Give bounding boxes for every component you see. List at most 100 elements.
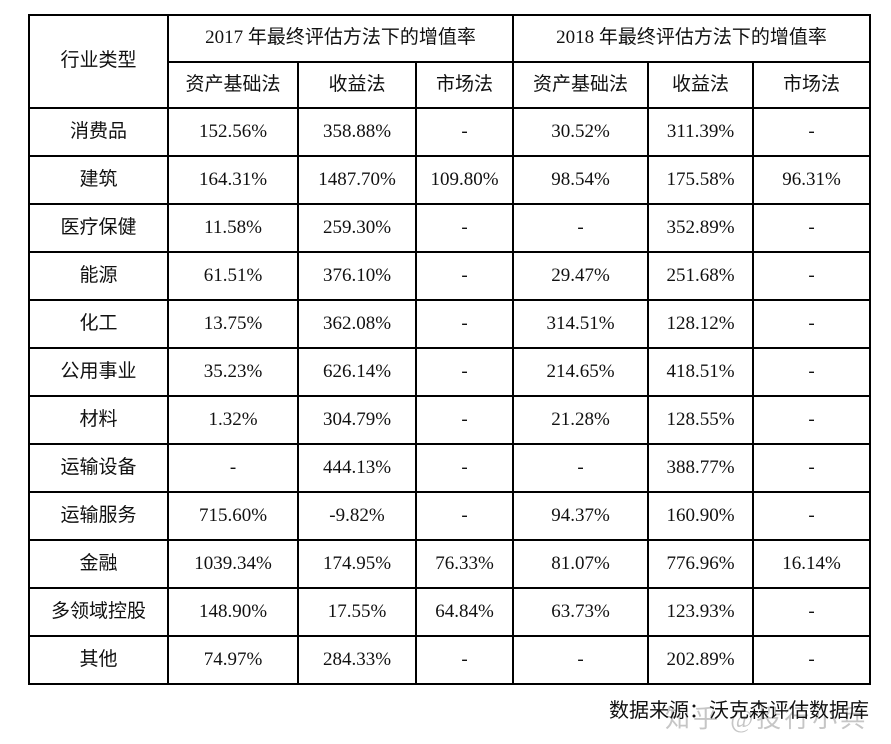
value-cell: - xyxy=(752,299,871,349)
value-cell: 362.08% xyxy=(297,299,417,349)
table-row: 运输服务 715.60% -9.82% -94.37% 160.90% - xyxy=(28,491,871,541)
header-row-years: 行业类型 2017 年最终评估方法下的增值率 2018 年最终评估方法下的增值率 xyxy=(28,14,871,109)
table-row: 材料 1.32% 304.79% -21.28% 128.55% - xyxy=(28,395,871,445)
value-cell: 35.23% xyxy=(167,347,299,397)
value-cell: 352.89% xyxy=(647,203,754,253)
value-cell: 418.51% xyxy=(647,347,754,397)
value-cell: 76.33% xyxy=(415,539,514,589)
method-header-market-2018: 市场法 xyxy=(752,61,871,109)
value-cell: - xyxy=(512,443,649,493)
value-cell: 160.90% xyxy=(647,491,754,541)
industry-cell: 化工 xyxy=(28,299,169,349)
industry-cell: 能源 xyxy=(28,251,169,301)
table-body: 消费品 152.56% 358.88% -30.52% 311.39% - 建筑 164.31… xyxy=(28,107,871,685)
value-cell: - xyxy=(752,347,871,397)
value-cell: - xyxy=(415,491,514,541)
value-cell: 251.68% xyxy=(647,251,754,301)
value-cell: 96.31% xyxy=(752,155,871,205)
value-cell: 376.10% xyxy=(297,251,417,301)
value-cell: 388.77% xyxy=(647,443,754,493)
header-row-methods: 资产基础法 收益法 市场法 资产基础法 收益法 市场法 xyxy=(29,61,871,109)
value-cell: 17.55% xyxy=(297,587,417,637)
industry-cell: 公用事业 xyxy=(28,347,169,397)
value-cell: 311.39% xyxy=(647,107,754,157)
table-row: 化工 13.75% 362.08% -314.51% 128.12% - xyxy=(28,299,871,349)
industry-cell: 运输服务 xyxy=(28,491,169,541)
year-2018-header: 2018 年最终评估方法下的增值率 xyxy=(512,14,871,63)
value-cell: 174.95% xyxy=(297,539,417,589)
value-cell: - xyxy=(752,203,871,253)
value-cell: - xyxy=(512,635,649,685)
data-source-note: 数据来源：沃克森评估数据库 xyxy=(609,700,869,722)
value-cell: 259.30% xyxy=(297,203,417,253)
table-row: 建筑 164.31% 1487.70% 109.80% 98.54% 175.58% 96.… xyxy=(28,155,871,205)
value-cell: - xyxy=(415,107,514,157)
industry-cell: 金融 xyxy=(28,539,169,589)
value-cell: -9.82% xyxy=(297,491,417,541)
value-cell: 776.96% xyxy=(647,539,754,589)
value-cell: 164.31% xyxy=(167,155,299,205)
table-row: 其他 74.97% 284.33% - -202.89% - xyxy=(28,635,871,685)
value-cell: 128.12% xyxy=(647,299,754,349)
industry-cell: 运输设备 xyxy=(28,443,169,493)
valuation-rate-table: 行业类型 2017 年最终评估方法下的增值率 2018 年最终评估方法下的增值率… xyxy=(28,14,871,685)
value-cell: 148.90% xyxy=(167,587,299,637)
value-cell: 214.65% xyxy=(512,347,649,397)
value-cell: 21.28% xyxy=(512,395,649,445)
value-cell: 74.97% xyxy=(167,635,299,685)
year-2017-header: 2017 年最终评估方法下的增值率 xyxy=(167,14,514,63)
value-cell: - xyxy=(415,443,514,493)
value-cell: - xyxy=(752,251,871,301)
value-cell: 81.07% xyxy=(512,539,649,589)
table-row: 能源 61.51% 376.10% -29.47% 251.68% - xyxy=(28,251,871,301)
value-cell: - xyxy=(752,107,871,157)
industry-cell: 建筑 xyxy=(28,155,169,205)
table-row: 运输设备 -444.13% - -388.77% - xyxy=(28,443,871,493)
table-row: 公用事业 35.23% 626.14% -214.65% 418.51% - xyxy=(28,347,871,397)
table-row: 多领域控股 148.90% 17.55% 64.84% 63.73% 123.93% - xyxy=(28,587,871,637)
value-cell: 123.93% xyxy=(647,587,754,637)
value-cell: 314.51% xyxy=(512,299,649,349)
industry-cell: 材料 xyxy=(28,395,169,445)
table-row: 金融 1039.34% 174.95% 76.33% 81.07% 776.96% 16.1… xyxy=(28,539,871,589)
value-cell: - xyxy=(415,299,514,349)
value-cell: - xyxy=(512,203,649,253)
value-cell: - xyxy=(415,395,514,445)
value-cell: 128.55% xyxy=(647,395,754,445)
value-cell: 626.14% xyxy=(297,347,417,397)
method-header-asset-2018: 资产基础法 xyxy=(512,61,649,109)
value-cell: 94.37% xyxy=(512,491,649,541)
method-header-income-2017: 收益法 xyxy=(297,61,417,109)
value-cell: - xyxy=(752,635,871,685)
value-cell: - xyxy=(415,347,514,397)
industry-cell: 医疗保健 xyxy=(28,203,169,253)
value-cell: 304.79% xyxy=(297,395,417,445)
value-cell: 202.89% xyxy=(647,635,754,685)
value-cell: 284.33% xyxy=(297,635,417,685)
value-cell: 444.13% xyxy=(297,443,417,493)
industry-type-header: 行业类型 xyxy=(28,14,169,109)
value-cell: 64.84% xyxy=(415,587,514,637)
industry-cell: 多领域控股 xyxy=(28,587,169,637)
method-header-market-2017: 市场法 xyxy=(415,61,514,109)
industry-cell: 消费品 xyxy=(28,107,169,157)
value-cell: - xyxy=(752,587,871,637)
value-cell: 1039.34% xyxy=(167,539,299,589)
value-cell: 109.80% xyxy=(415,155,514,205)
value-cell: 63.73% xyxy=(512,587,649,637)
table-row: 医疗保健 11.58% 259.30% - -352.89% - xyxy=(28,203,871,253)
value-cell: 358.88% xyxy=(297,107,417,157)
method-header-asset-2017: 资产基础法 xyxy=(167,61,299,109)
value-cell: 152.56% xyxy=(167,107,299,157)
value-cell: 1487.70% xyxy=(297,155,417,205)
value-cell: - xyxy=(415,203,514,253)
value-cell: 11.58% xyxy=(167,203,299,253)
value-cell: - xyxy=(752,395,871,445)
value-cell: - xyxy=(167,443,299,493)
industry-cell: 其他 xyxy=(28,635,169,685)
value-cell: 30.52% xyxy=(512,107,649,157)
value-cell: - xyxy=(752,443,871,493)
value-cell: 61.51% xyxy=(167,251,299,301)
value-cell: 715.60% xyxy=(167,491,299,541)
